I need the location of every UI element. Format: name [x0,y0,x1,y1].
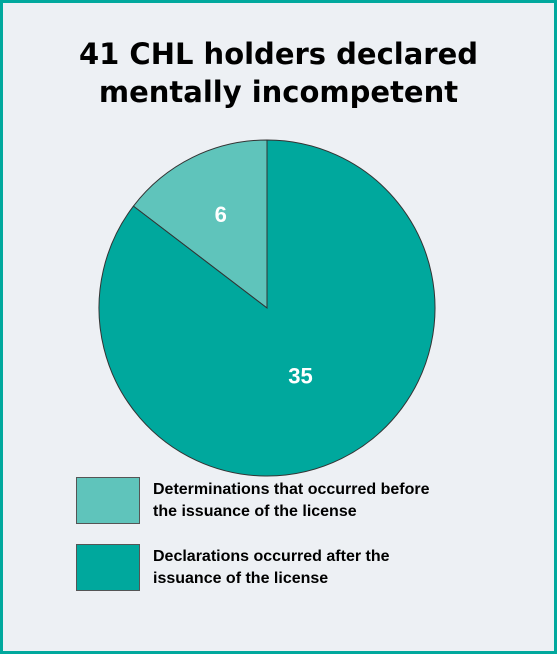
pie-slice-before [132,139,268,310]
legend-label-before-line-1: Determinations that occurred before [153,481,430,498]
legend-label-after: Declarations occurred after the issuance… [153,546,453,590]
chart-title-line-2: mentally incompetent [98,75,459,109]
pie-label-before: 6 [215,202,227,227]
pie-chart: 6 35 [98,139,436,477]
legend-swatch-before [76,477,140,524]
legend-swatch-after [76,544,140,591]
pie-data-labels: 6 35 [215,202,313,388]
chart-title-line-1: 41 CHL holders declared [78,37,479,71]
legend-label-after-line-2: issuance of the license [153,570,329,587]
legend-label-after-line-1: Declarations occurred after the [153,548,390,565]
legend-label-before: Determinations that occurred before the … [153,479,453,523]
pie-slice-after [98,139,436,477]
pie-label-after: 35 [288,363,312,388]
legend-label-before-line-2: the issuance of the license [153,503,357,520]
chart-title: 41 CHL holders declared mentally incompe… [3,35,554,111]
pie-slices [98,139,436,477]
